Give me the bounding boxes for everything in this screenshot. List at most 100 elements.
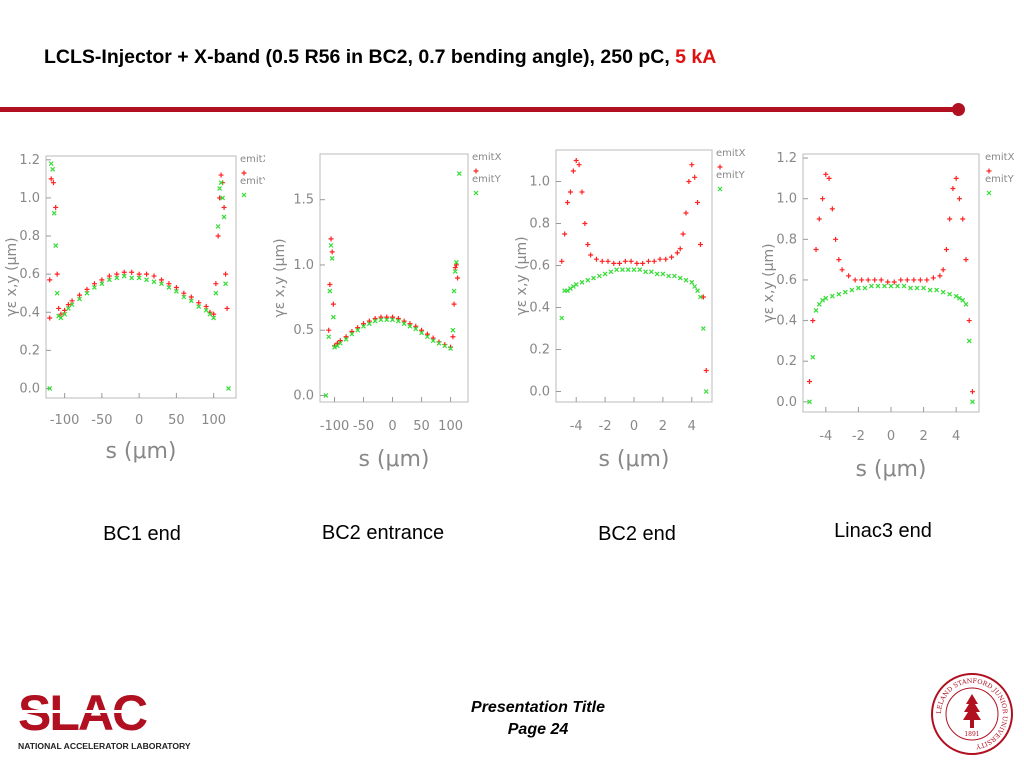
x-tick-label: 0 [630, 419, 638, 434]
data-point-emitY [934, 287, 940, 293]
data-point-emitX [692, 174, 698, 180]
data-point-emitX [937, 273, 943, 279]
data-point-emitY [226, 386, 231, 391]
data-point-emitX [829, 206, 835, 212]
data-point-emitY [677, 275, 683, 281]
data-point-emitX [84, 286, 90, 292]
y-tick-label: 0.8 [529, 217, 550, 232]
data-point-emitY [855, 285, 861, 291]
data-point-emitY [221, 214, 227, 220]
data-point-emitY [366, 321, 372, 327]
data-point-emitX [559, 258, 565, 264]
legend-marker-emitX [241, 170, 247, 176]
plot-frame [319, 153, 469, 403]
data-point-emitY [914, 285, 920, 291]
data-point-emitX [213, 281, 219, 287]
data-point-emitX [683, 210, 689, 216]
data-point-emitX [217, 195, 223, 201]
data-point-emitY [50, 166, 56, 172]
x-tick-label: 4 [688, 419, 696, 434]
legend-marker-emitX [473, 168, 479, 174]
y-axis-label: γε x,y (μm) [761, 243, 777, 322]
data-point-emitY [329, 255, 335, 261]
data-point-emitX [846, 273, 852, 279]
data-point-emitY [323, 393, 329, 398]
data-point-emitY [121, 273, 127, 279]
data-point-emitY [54, 290, 60, 296]
data-point-emitY [625, 267, 631, 273]
plot-bc2-entrance-svg: 0.0 0.5 1.0 1.5 -100 -50 0 50 100 s (μm) γε x,y (μ… [272, 152, 502, 472]
y-tick-label: 0.0 [776, 395, 797, 410]
data-point-emitX [196, 300, 202, 306]
data-point-emitX [674, 250, 680, 256]
data-point-emitY [442, 343, 448, 349]
title-rule [0, 107, 958, 112]
data-point-emitY [559, 315, 565, 321]
data-point-emitY [384, 317, 390, 323]
data-point-emitX [47, 315, 53, 321]
data-point-emitX [677, 246, 683, 252]
svg-text:NATIONAL ACCELERATOR LABORATOR: NATIONAL ACCELERATOR LABORATORY [18, 741, 191, 751]
data-point-emitX [599, 258, 605, 264]
data-point-emitY [69, 302, 75, 308]
data-point-emitY [963, 301, 969, 307]
plot-frame [555, 149, 713, 403]
data-point-emitX [215, 233, 221, 239]
data-point-emitY [901, 283, 907, 289]
plot-frame [802, 153, 980, 413]
data-point-emitX [401, 318, 407, 324]
slide-title-accent: 5 kA [675, 46, 717, 68]
y-tick-label: 0.0 [19, 381, 40, 396]
slide-title-main: LCLS-Injector + X-band (0.5 R56 in BC2, … [44, 46, 676, 68]
legend-entry-emitY: emitY [716, 170, 746, 181]
series-emitY [323, 171, 462, 398]
data-point-emitY [213, 290, 219, 296]
data-point-emitX [816, 216, 822, 222]
data-point-emitX [836, 257, 842, 263]
data-point-emitY [573, 281, 579, 287]
data-point-emitY [695, 288, 700, 294]
data-point-emitY [666, 273, 672, 279]
data-point-emitX [852, 277, 858, 283]
data-point-emitY [330, 314, 336, 320]
data-point-emitX [807, 379, 813, 385]
data-point-emitY [203, 307, 209, 313]
data-point-emitX [129, 269, 135, 275]
data-point-emitY [813, 308, 819, 313]
data-point-emitX [859, 277, 865, 283]
data-point-emitY [217, 185, 223, 191]
data-point-emitX [634, 260, 640, 266]
data-point-emitY [53, 243, 59, 248]
data-point-emitY [643, 269, 648, 275]
x-tick-label: -4 [819, 429, 832, 444]
data-point-emitY [62, 311, 68, 317]
y-tick-label: 0.4 [529, 301, 550, 316]
data-point-emitX [114, 271, 120, 277]
y-tick-label: 1.2 [776, 151, 797, 166]
data-point-emitY [654, 271, 660, 277]
data-point-emitY [940, 289, 946, 295]
data-point-emitX [361, 321, 367, 327]
data-point-emitX [969, 389, 975, 395]
y-tick-label: 0.6 [529, 259, 550, 274]
y-tick-label: 0.2 [19, 343, 40, 358]
data-point-emitY [947, 291, 953, 297]
data-point-emitY [99, 281, 105, 287]
data-point-emitX [413, 323, 419, 329]
data-point-emitY [631, 267, 637, 273]
data-point-emitY [151, 279, 157, 285]
data-point-emitX [657, 256, 663, 262]
data-point-emitY [159, 281, 164, 287]
svg-text:SLAC: SLAC [18, 686, 147, 741]
data-point-emitY [862, 285, 868, 291]
data-point-emitX [813, 246, 819, 252]
data-point-emitX [689, 162, 695, 168]
plot-bc2-end-svg: 0.0 0.2 0.4 0.6 0.8 1.0 -4 -2 0 2 4 s (μm) γε x,y (μ… [514, 148, 746, 472]
data-point-emitY [181, 294, 187, 300]
y-tick-label: 0.2 [776, 354, 797, 369]
x-tick-label: -50 [91, 413, 112, 428]
data-point-emitY [326, 334, 332, 340]
data-point-emitY [343, 336, 349, 342]
data-point-emitX [327, 282, 333, 288]
x-tick-label: 50 [413, 419, 430, 434]
